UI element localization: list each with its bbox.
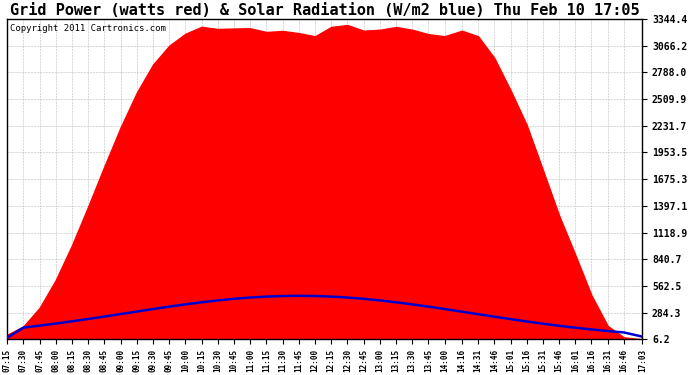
Text: Copyright 2011 Cartronics.com: Copyright 2011 Cartronics.com [10,24,166,33]
Title: Grid Power (watts red) & Solar Radiation (W/m2 blue) Thu Feb 10 17:05: Grid Power (watts red) & Solar Radiation… [10,3,640,18]
